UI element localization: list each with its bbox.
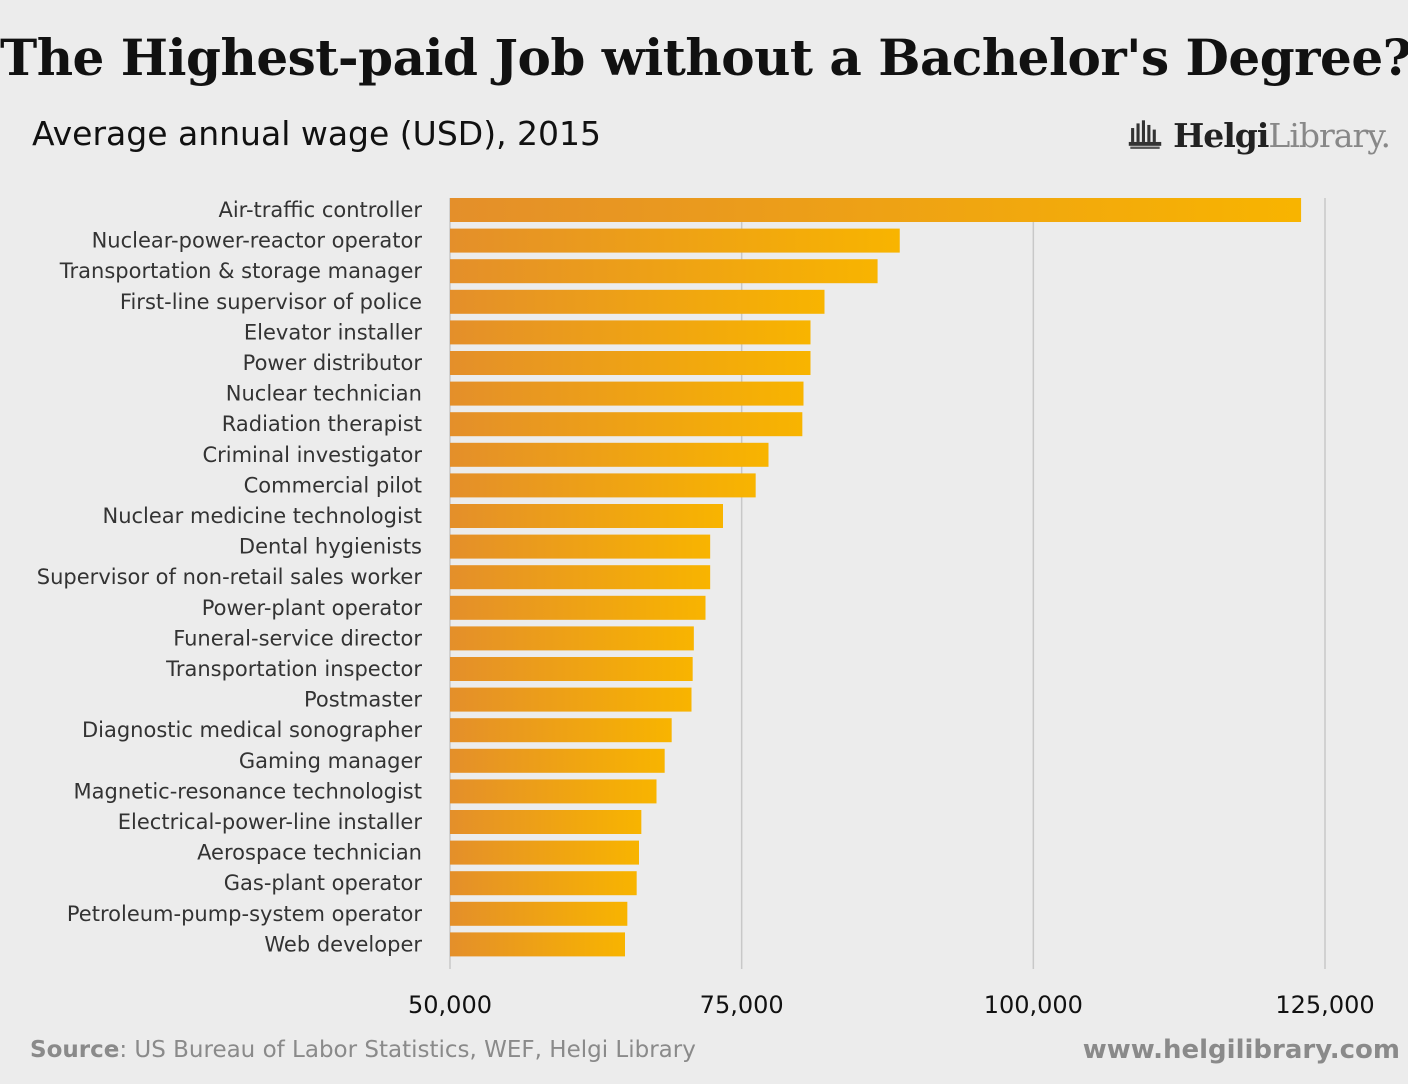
chart-title: The Highest-paid Job without a Bachelor'… <box>0 28 1408 87</box>
bar <box>450 810 642 834</box>
category-label: Supervisor of non-retail sales worker <box>37 565 423 589</box>
category-label: Electrical-power-line installer <box>118 810 423 834</box>
bar <box>450 259 878 284</box>
category-label: Elevator installer <box>244 320 422 344</box>
category-label: Nuclear-power-reactor operator <box>92 229 423 253</box>
category-label: Dental hygienists <box>239 535 422 559</box>
category-label: Power-plant operator <box>202 596 423 620</box>
category-label: Magnetic-resonance technologist <box>74 779 422 803</box>
bar <box>450 718 672 743</box>
x-tick-label: 75,000 <box>700 991 784 1019</box>
bar <box>450 565 711 590</box>
bar <box>450 228 900 253</box>
bar <box>450 748 665 773</box>
bar <box>450 626 694 651</box>
bar <box>450 289 825 314</box>
bar <box>450 473 756 498</box>
bar <box>450 412 803 437</box>
website-link[interactable]: www.helgilibrary.com <box>1082 1035 1400 1065</box>
bar <box>450 534 711 559</box>
chart-subtitle: Average annual wage (USD), 2015 <box>32 114 602 153</box>
category-label: Criminal investigator <box>202 443 422 467</box>
library-building-icon <box>1128 120 1162 149</box>
bar <box>450 840 639 865</box>
category-label: Transportation & storage manager <box>59 259 423 283</box>
category-label: Air-traffic controller <box>218 198 422 222</box>
bar <box>450 901 628 926</box>
category-label: First-line supervisor of police <box>120 290 422 314</box>
category-label: Transportation inspector <box>165 657 422 681</box>
logo-text: HelgiLibrary. <box>1173 115 1391 155</box>
bar <box>450 442 769 467</box>
category-label: Postmaster <box>304 688 422 712</box>
category-label: Petroleum-pump-system operator <box>67 902 422 926</box>
category-label: Nuclear technician <box>226 382 422 406</box>
bar <box>450 351 811 375</box>
bar <box>450 198 1302 222</box>
category-label: Commercial pilot <box>244 473 422 497</box>
category-label: Nuclear medicine technologist <box>102 504 422 528</box>
category-label: Gaming manager <box>239 749 423 773</box>
category-label: Aerospace technician <box>197 841 422 865</box>
bar <box>450 779 657 804</box>
x-tick-label: 125,000 <box>1275 991 1374 1019</box>
bar <box>450 657 693 681</box>
bar <box>450 687 692 712</box>
bars <box>450 198 1302 957</box>
bar <box>450 320 811 345</box>
x-tick-label: 50,000 <box>408 991 492 1019</box>
x-axis-ticks: 50,000 75,000 100,000 125,000 <box>408 991 1375 1019</box>
category-labels: Air-traffic controller Nuclear-power-reac… <box>37 198 423 956</box>
bar <box>450 595 706 620</box>
bar <box>450 381 804 406</box>
category-label: Gas-plant operator <box>224 871 423 895</box>
category-label: Funeral-service director <box>173 626 422 650</box>
bar <box>450 932 625 957</box>
category-label: Radiation therapist <box>222 412 422 436</box>
source-note: Source: US Bureau of Labor Statistics, W… <box>30 1037 696 1063</box>
bar-chart: Air-traffic controller Nuclear-power-reac… <box>37 198 1375 1019</box>
bar <box>450 871 637 896</box>
category-label: Web developer <box>264 932 422 956</box>
category-label: Diagnostic medical sonographer <box>82 718 422 742</box>
x-tick-label: 100,000 <box>984 991 1083 1019</box>
category-label: Power distributor <box>243 351 423 375</box>
helgi-library-logo: HelgiLibrary. <box>1128 110 1391 160</box>
bar <box>450 504 723 528</box>
